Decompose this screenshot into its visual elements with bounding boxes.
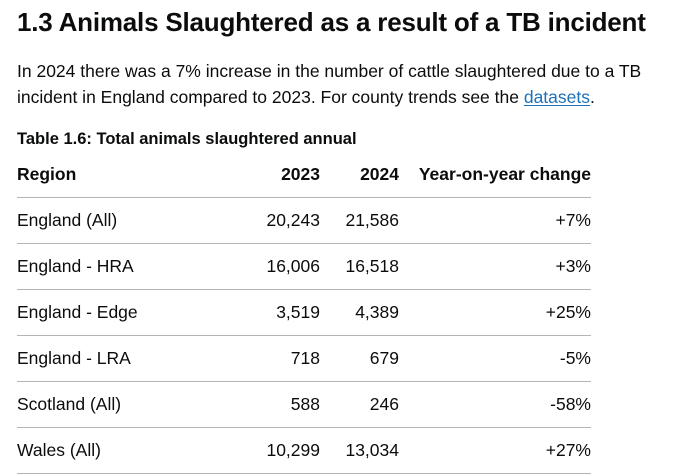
cell-change: -58%	[399, 381, 591, 428]
cell-region: England - HRA	[17, 243, 240, 290]
cell-region: England - LRA	[17, 335, 240, 382]
cell-2023: 3,519	[240, 289, 320, 336]
cell-2024: 21,586	[320, 197, 399, 244]
table-header-row: Region 2023 2024 Year-on-year change	[17, 152, 591, 198]
intro-text-end: .	[590, 87, 595, 107]
cell-region: England (All)	[17, 197, 240, 244]
table-row: Wales (All) 10,299 13,034 +27%	[17, 427, 591, 474]
cell-2023: 10,299	[240, 427, 320, 474]
cell-2023: 16,006	[240, 243, 320, 290]
section-title: 1.3 Animals Slaughtered as a result of a…	[17, 7, 646, 37]
datasets-link[interactable]: datasets	[523, 87, 590, 107]
cell-2023: 718	[240, 335, 320, 382]
cell-change: -5%	[399, 335, 591, 382]
cell-2024: 4,389	[320, 289, 399, 336]
slaughter-table: Region 2023 2024 Year-on-year change Eng…	[17, 152, 591, 474]
cell-2023: 20,243	[240, 197, 320, 244]
cell-2024: 13,034	[320, 427, 399, 474]
table-row: England - HRA 16,006 16,518 +3%	[17, 243, 591, 290]
table-row: England - LRA 718 679 -5%	[17, 335, 591, 382]
header-change: Year-on-year change	[399, 152, 591, 198]
table-row: Scotland (All) 588 246 -58%	[17, 381, 591, 428]
cell-2023: 588	[240, 381, 320, 428]
intro-paragraph: In 2024 there was a 7% increase in the n…	[17, 58, 672, 110]
cell-2024: 679	[320, 335, 399, 382]
intro-text: In 2024 there was a 7% increase in the n…	[17, 61, 642, 107]
cell-change: +25%	[399, 289, 591, 336]
cell-region: England - Edge	[17, 289, 240, 336]
cell-region: Scotland (All)	[17, 381, 240, 428]
table-row: England - Edge 3,519 4,389 +25%	[17, 289, 591, 336]
header-2024: 2024	[320, 152, 399, 198]
cell-change: +7%	[399, 197, 591, 244]
cell-change: +27%	[399, 427, 591, 474]
cell-change: +3%	[399, 243, 591, 290]
header-region: Region	[17, 152, 240, 198]
table-row: England (All) 20,243 21,586 +7%	[17, 197, 591, 244]
cell-region: Wales (All)	[17, 427, 240, 474]
cell-2024: 16,518	[320, 243, 399, 290]
table-caption: Table 1.6: Total animals slaughtered ann…	[17, 130, 357, 148]
header-2023: 2023	[240, 152, 320, 198]
cell-2024: 246	[320, 381, 399, 428]
